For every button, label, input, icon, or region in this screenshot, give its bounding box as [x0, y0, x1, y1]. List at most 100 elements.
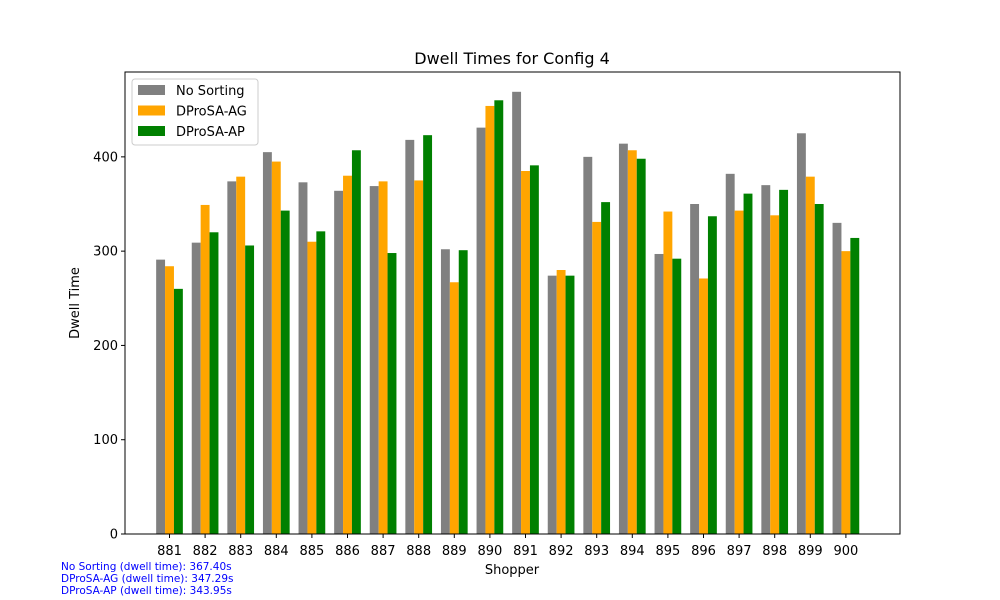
x-tick-label: 883	[228, 544, 253, 559]
legend-label: DProSA-AP	[176, 125, 245, 140]
x-tick-label: 899	[798, 544, 823, 559]
bar-dprosa-ag-886	[343, 175, 352, 534]
bar-dprosa-ap-893	[601, 202, 611, 534]
legend-label: No Sorting	[176, 84, 245, 99]
x-axis: 881 882 883 884 885 886 887 888 889 890 891 892 893 8…	[157, 534, 858, 559]
x-tick-label: 894	[620, 544, 645, 559]
legend: No Sorting DProSA-AG DProSA-AP	[131, 78, 259, 146]
bar-dprosa-ap-881	[173, 288, 183, 534]
bar-no-sorting-899	[796, 133, 806, 535]
bar-dprosa-ag-889	[449, 282, 459, 534]
note-no-sorting: No Sorting (dwell time): 367.40s	[61, 561, 232, 573]
bar-dprosa-ag-883	[236, 176, 246, 534]
x-tick-label: 882	[193, 544, 218, 559]
bar-no-sorting-888	[405, 139, 415, 534]
x-tick-label: 881	[157, 544, 182, 559]
x-tick-label: 889	[442, 544, 467, 559]
bar-dprosa-ap-890	[494, 100, 504, 535]
bar-no-sorting-890	[476, 127, 486, 534]
bar-no-sorting-892	[547, 275, 557, 534]
bar-dprosa-ap-884	[280, 210, 290, 534]
note-dprosa-ag: DProSA-AG (dwell time): 347.29s	[61, 573, 234, 585]
bar-dprosa-ap-892	[565, 275, 575, 534]
bar-dprosa-ag-881	[165, 266, 174, 534]
bar-dprosa-ap-882	[209, 232, 219, 535]
bar-dprosa-ap-899	[814, 204, 824, 534]
bar-dprosa-ag-892	[556, 270, 566, 534]
bar-dprosa-ag-894	[627, 150, 637, 534]
legend-swatch	[138, 85, 165, 95]
legend-swatch	[138, 126, 165, 136]
x-tick-label: 885	[299, 544, 324, 559]
bar-no-sorting-894	[618, 143, 628, 534]
bar-dprosa-ag-888	[414, 180, 424, 534]
bar-no-sorting-898	[761, 185, 771, 534]
x-tick-label: 887	[371, 544, 396, 559]
bar-dprosa-ag-897	[734, 210, 744, 534]
x-tick-label: 897	[727, 544, 752, 559]
x-tick-label: 896	[691, 544, 716, 559]
y-axis: 0 100 200 300 400	[93, 150, 125, 543]
y-tick-label: 300	[93, 245, 118, 260]
bars-group	[156, 91, 860, 535]
bar-dprosa-ag-898	[770, 215, 780, 535]
x-tick-label: 890	[477, 544, 502, 559]
bar-dprosa-ag-900	[841, 251, 851, 534]
x-tick-label: 884	[264, 544, 289, 559]
bar-dprosa-ap-887	[387, 253, 397, 534]
bar-dprosa-ag-885	[307, 241, 317, 534]
bar-dprosa-ap-900	[850, 237, 860, 534]
x-tick-label: 898	[762, 544, 787, 559]
bar-dprosa-ap-883	[245, 245, 255, 534]
x-tick-label: 892	[549, 544, 574, 559]
x-tick-label: 888	[406, 544, 431, 559]
bar-dprosa-ag-890	[485, 105, 495, 534]
bar-no-sorting-897	[725, 173, 735, 535]
bar-dprosa-ap-885	[316, 231, 326, 535]
x-tick-label: 886	[335, 544, 360, 559]
bar-dprosa-ap-888	[423, 135, 433, 534]
bar-dprosa-ag-891	[521, 171, 530, 534]
bar-no-sorting-893	[583, 156, 593, 534]
bar-no-sorting-891	[512, 91, 522, 535]
bar-dprosa-ag-884	[271, 161, 281, 535]
bar-dprosa-ap-886	[351, 150, 361, 534]
x-tick-label: 895	[655, 544, 680, 559]
bar-no-sorting-896	[690, 204, 700, 534]
bar-no-sorting-882	[191, 242, 201, 534]
bar-dprosa-ag-887	[378, 181, 388, 534]
bar-no-sorting-881	[156, 259, 166, 534]
bar-no-sorting-883	[227, 181, 237, 534]
legend-label: DProSA-AG	[176, 105, 247, 120]
y-tick-label: 0	[110, 528, 118, 543]
bar-dprosa-ag-882	[200, 204, 210, 534]
chart-title: Dwell Times for Config 4	[414, 49, 610, 68]
note-dprosa-ap: DProSA-AP (dwell time): 343.95s	[61, 585, 232, 597]
bar-no-sorting-887	[369, 186, 379, 535]
x-tick-label: 891	[513, 544, 538, 559]
bar-dprosa-ap-897	[743, 193, 753, 534]
y-tick-label: 400	[93, 150, 118, 165]
x-tick-label: 893	[584, 544, 609, 559]
legend-swatch	[138, 105, 165, 116]
summary-notes: No Sorting (dwell time): 367.40s DProSA-…	[61, 561, 233, 597]
y-tick-label: 200	[93, 339, 118, 354]
bar-dprosa-ap-895	[672, 258, 682, 534]
x-tick-label: 900	[833, 544, 858, 559]
bar-dprosa-ap-891	[529, 165, 539, 535]
bar-dprosa-ag-895	[663, 211, 673, 535]
x-axis-label: Shopper	[485, 563, 540, 578]
bar-dprosa-ap-889	[458, 250, 468, 534]
bar-no-sorting-884	[262, 152, 272, 534]
bar-dprosa-ag-896	[699, 278, 708, 534]
plot-frame	[124, 71, 901, 535]
bar-dprosa-ag-893	[592, 221, 602, 534]
bar-no-sorting-885	[298, 182, 308, 535]
bar-dprosa-ap-898	[779, 189, 789, 534]
bar-no-sorting-900	[832, 222, 842, 534]
y-axis-label: Dwell Time	[68, 267, 83, 339]
bar-dprosa-ag-899	[805, 176, 815, 534]
bar-no-sorting-886	[334, 190, 344, 535]
y-tick-label: 100	[93, 433, 118, 448]
